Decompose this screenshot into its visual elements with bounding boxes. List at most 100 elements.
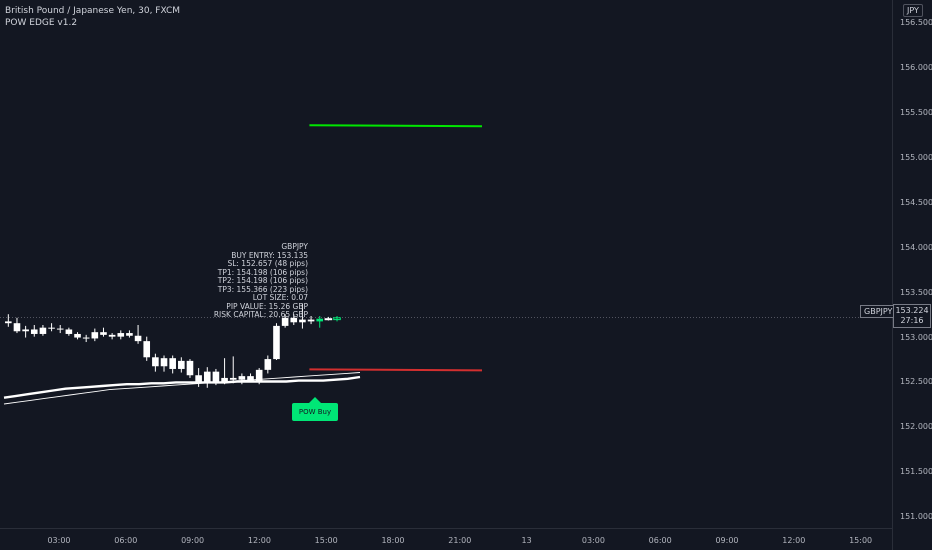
symbol-title[interactable]: British Pound / Japanese Yen, 30, FXCM [5,6,181,16]
trade-info-line: TP2: 154.198 (106 pips) [217,276,308,285]
candle [74,332,81,340]
candle [30,324,38,337]
candle-body [178,360,185,369]
time-tick-label: 12:00 [782,536,806,545]
candle [238,373,246,385]
candle-body [238,376,246,380]
candle-body [108,334,116,337]
candle-body [169,358,176,369]
candle [307,316,315,325]
candle-body [117,333,125,337]
candle [247,373,254,383]
trade-info-line: BUY ENTRY: 153.135 [231,250,308,260]
trade-info-line: TP1: 154.198 (106 pips) [217,267,308,277]
price-tick-label: 153.500 [900,287,932,297]
price-tick-label: 152.500 [900,377,932,387]
trade-info-label: GBPJPY BUY ENTRY: 153.135 SL: 152.657 (48 … [213,242,308,320]
candle [186,359,194,378]
candle [65,327,73,336]
price-tick-label: 156.500 [900,18,932,28]
candle [48,323,55,332]
candle [5,314,12,327]
candle-body [221,377,228,383]
candle-body [65,329,73,334]
last-price-box: 153.224 27:16 [893,304,931,328]
candle [299,303,306,329]
candle-body [143,341,151,358]
candle [229,356,237,384]
candle-body [39,327,47,334]
candle-body [22,329,29,332]
time-tick-label: 03:00 [581,536,605,545]
price-tick-label: 154.500 [900,197,932,207]
price-axis-divider [892,0,893,550]
candle [13,317,21,334]
take-profit-line [309,124,483,128]
price-tick-label: 153.000 [900,332,932,342]
candle-body [324,318,333,321]
symbol-tag: GBPJPY [860,305,897,318]
price-tick-label: 155.000 [900,153,932,163]
candle [212,368,220,386]
trade-info-line: RISK CAPITAL: 20.65 GBP [213,310,308,319]
trade-info-line: PIP VALUE: 15.26 GBP [226,301,308,311]
candle [82,334,90,343]
candle [152,353,159,372]
candle [324,316,333,321]
time-tick-label: 06:00 [114,536,138,545]
indicator-name[interactable]: POW EDGE v1.2 [5,18,78,28]
time-tick-label: 15:00 [314,536,338,545]
candle [91,328,99,342]
price-tick-label: 152.000 [900,422,932,432]
candle-body [100,332,107,335]
candle [56,324,64,334]
time-tick-label: 09:00 [715,536,739,545]
candle-body [299,319,306,323]
candle-body [212,371,220,383]
candle-body [30,329,38,334]
signal-arrow-icon [309,397,321,403]
signal-label: POW Buy [292,403,338,421]
candle [316,316,324,328]
trade-info-line: GBPJPY [281,242,308,251]
candle-body [91,332,99,339]
candle-body [13,323,21,332]
candle [281,314,289,328]
candle-body [152,357,159,367]
candle [134,324,142,344]
candle-body [56,328,64,330]
time-tick-label: 03:00 [47,536,71,545]
candle [39,324,47,336]
candle-body [203,371,211,383]
stop-loss-line [309,368,483,372]
candle [160,355,168,372]
candle [117,330,125,340]
candle [143,336,151,361]
time-tick-label: 15:00 [849,536,873,545]
candle-body [195,375,202,383]
time-tick-label: 12:00 [247,536,271,545]
time-tick-label: 06:00 [648,536,672,545]
candle-body [264,359,272,370]
candle-body [229,377,237,380]
candle-body [126,333,133,336]
time-tick-label: 18:00 [381,536,405,545]
candle [108,333,116,340]
candle-body [82,337,90,339]
candle-body [160,358,168,367]
price-tick-label: 151.000 [900,512,932,522]
candle [264,355,272,374]
trade-info-line: LOT SIZE: 0.07 [252,293,308,302]
candle [126,330,133,338]
time-tick-label: 21:00 [448,536,472,545]
currency-badge[interactable]: JPY [903,4,923,17]
candle [195,368,202,387]
candle-body [74,333,81,338]
candle [255,368,263,385]
candle-body [307,319,315,322]
candle [273,323,280,360]
moving-average-line [3,375,361,399]
price-tick-label: 155.500 [900,108,932,118]
